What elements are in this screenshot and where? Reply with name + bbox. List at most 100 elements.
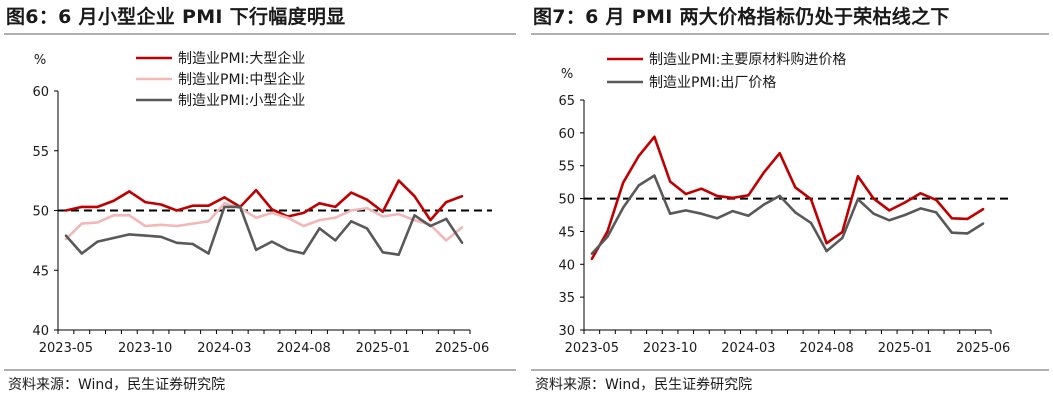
legend-label: 制造业PMI:出厂价格 [649, 75, 776, 91]
series-line [64, 202, 463, 242]
data-point [80, 222, 83, 225]
y-tick-label: 30 [558, 324, 575, 339]
x-tick-label: 2023-10 [118, 341, 172, 356]
data-point [365, 206, 369, 210]
data-point [318, 202, 321, 205]
data-point [903, 213, 907, 217]
data-point [794, 186, 797, 189]
data-point [413, 194, 416, 198]
data-point [365, 198, 369, 201]
data-point [349, 209, 353, 212]
data-point [270, 208, 274, 211]
data-point [302, 224, 305, 228]
x-tick-label: 2025-01 [356, 341, 410, 356]
data-point [223, 205, 226, 209]
data-point [668, 212, 672, 215]
x-tick-label: 2024-03 [197, 341, 251, 356]
data-point [381, 251, 385, 254]
data-point [778, 194, 781, 198]
y-tick-label: 40 [558, 258, 575, 273]
data-point [637, 184, 640, 187]
y-tick-label: 65 [558, 94, 575, 109]
data-point [175, 224, 179, 228]
y-axis-unit-label: % [561, 67, 573, 82]
chart-panel-price-pmi: 图7：6 月 PMI 两大价格指标仍处于荣枯线之下 % 30 35 40 45 50 55 6… [527, 0, 1053, 406]
data-point [919, 207, 922, 210]
data-point [445, 200, 448, 204]
data-point [334, 239, 337, 242]
source-divider [531, 369, 1049, 371]
y-tick-label: 50 [32, 205, 49, 220]
data-point [700, 187, 703, 190]
data-point [270, 211, 274, 215]
data-point [112, 214, 115, 217]
series-line [65, 179, 463, 222]
data-point [254, 188, 258, 192]
y-tick-label: 55 [558, 160, 575, 175]
data-point [903, 201, 907, 204]
data-point [621, 181, 625, 184]
data-point [239, 205, 242, 209]
data-point [445, 239, 448, 242]
legend-label: 制造业PMI:中型企业 [178, 71, 305, 88]
data-point [96, 205, 99, 209]
data-point [809, 198, 813, 201]
data-point [175, 209, 179, 212]
data-point [254, 216, 258, 219]
data-point [653, 135, 656, 138]
data-point [207, 252, 210, 255]
chart-panel-small-enterprise-pmi: 图6：6 月小型企业 PMI 下行幅度明显 % 40 45 50 55 60 2023-05… [0, 0, 520, 406]
data-point [950, 231, 954, 234]
data-point [143, 200, 147, 204]
legend-label: 制造业PMI:小型企业 [178, 92, 305, 109]
data-point [159, 223, 163, 227]
legend-label: 制造业PMI:主要原材料购进价格 [649, 52, 846, 68]
data-point [381, 210, 385, 213]
data-point [397, 212, 400, 216]
data-point [794, 211, 797, 214]
data-point [191, 242, 194, 246]
data-point [460, 241, 464, 244]
data-point [429, 218, 432, 222]
data-point [935, 198, 938, 202]
x-tick-label: 2024-08 [799, 341, 853, 356]
data-point [159, 203, 163, 206]
data-point [715, 217, 719, 220]
data-point [128, 190, 131, 193]
data-point [762, 203, 766, 206]
data-point [143, 234, 147, 237]
title-divider [4, 33, 516, 35]
data-point [349, 220, 353, 223]
data-point [731, 209, 734, 213]
data-point [731, 196, 734, 200]
data-point [334, 205, 337, 209]
x-tick-label: 2025-01 [878, 341, 932, 356]
data-point [460, 226, 464, 229]
data-point [590, 252, 594, 255]
y-tick-label: 50 [558, 193, 575, 208]
data-point [191, 204, 194, 207]
data-point [128, 214, 131, 217]
data-point [96, 240, 99, 243]
pmi-line-chart: % 40 45 50 55 60 2023-05 2023-10 2024-03 2024-08 2… [32, 50, 492, 356]
data-point [64, 209, 68, 212]
chart-title: 图7：6 月 PMI 两大价格指标仍处于荣枯线之下 [533, 6, 950, 28]
data-point [334, 216, 337, 219]
legend-label: 制造业PMI:大型企业 [178, 50, 305, 67]
data-point [621, 206, 625, 209]
data-point [318, 227, 321, 230]
data-point [856, 175, 860, 178]
chart-title: 图6：6 月小型企业 PMI 下行幅度明显 [6, 6, 346, 28]
data-point [445, 217, 448, 221]
data-point [762, 171, 766, 174]
data-point [684, 209, 687, 212]
price-pmi-line-chart: % 30 35 40 45 50 55 60 65 2023-05 2023-10 2024-03 20… [558, 52, 1013, 356]
data-point [809, 221, 813, 225]
data-point [96, 221, 99, 224]
data-point [966, 232, 969, 235]
data-point [318, 218, 321, 222]
data-point [747, 214, 750, 217]
y-tick-label: 60 [558, 127, 575, 142]
data-point [606, 230, 609, 233]
data-point [935, 211, 938, 214]
